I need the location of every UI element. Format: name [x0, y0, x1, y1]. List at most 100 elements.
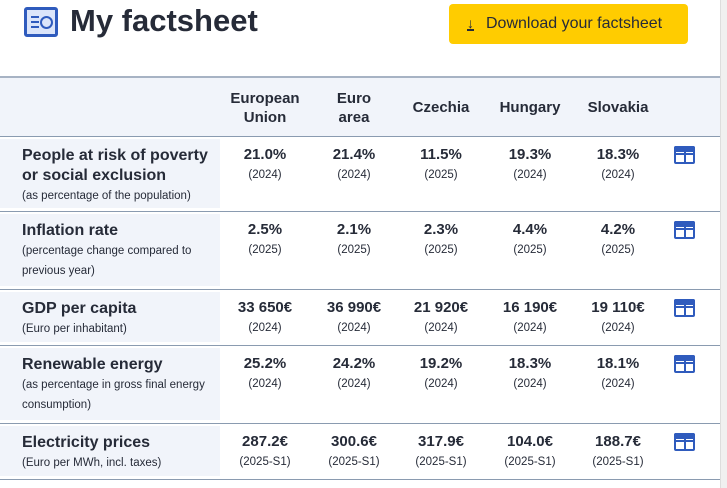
value: 4.4%	[512, 221, 548, 238]
value-cell: 21.4% (2024)	[314, 137, 394, 181]
value: 18.3%	[596, 146, 640, 163]
value-cell: 33 650€ (2024)	[225, 290, 305, 334]
factsheet-logo-icon	[24, 7, 58, 37]
value-cell: 104.0€ (2025-S1)	[490, 424, 570, 468]
reference-year: (2024)	[248, 322, 282, 334]
column-header: Hungary	[499, 99, 561, 116]
value: 104.0€	[507, 433, 553, 450]
reference-year: (2025)	[601, 244, 635, 256]
value-cell: 19.2% (2024)	[401, 346, 481, 390]
value: 33 650€	[237, 299, 293, 316]
scrollbar[interactable]	[720, 0, 727, 488]
value-cell: 25.2% (2024)	[225, 346, 305, 390]
indicator-label: Renewable energy (as percentage in gross…	[0, 348, 220, 420]
reference-year: (2024)	[337, 378, 371, 390]
reference-year: (2024)	[513, 322, 547, 334]
value-cell: 2.1% (2025)	[314, 212, 394, 256]
value-cell: 4.4% (2025)	[490, 212, 570, 256]
value-cell: 16 190€ (2024)	[490, 290, 570, 334]
value: 36 990€	[326, 299, 382, 316]
indicator-label: GDP per capita (Euro per inhabitant)	[0, 292, 220, 342]
indicator-unit: (as percentage in gross final energy con…	[22, 379, 205, 411]
value-cell: 188.7€ (2025-S1)	[578, 424, 658, 468]
value: 4.2%	[600, 221, 636, 238]
indicator-unit: (percentage change compared to previous …	[22, 245, 192, 277]
value: 19 110€	[591, 299, 645, 316]
column-header: Euro area	[336, 89, 372, 126]
indicator-unit: (Euro per MWh, incl. taxes)	[22, 457, 162, 469]
indicator-name[interactable]: Inflation rate	[22, 222, 119, 239]
value: 2.1%	[336, 221, 372, 238]
table-view-icon[interactable]	[674, 433, 695, 451]
page-title: My factsheet	[70, 3, 258, 38]
reference-year: (2024)	[424, 378, 458, 390]
value-cell: 18.3% (2024)	[490, 346, 570, 390]
table-row: Electricity prices (Euro per MWh, incl. …	[0, 424, 720, 480]
reference-year: (2025-S1)	[415, 456, 467, 468]
value-cell: 19 110€ (2024)	[578, 290, 658, 334]
reference-year: (2024)	[601, 169, 635, 181]
value: 18.1%	[596, 355, 640, 372]
value: 2.5%	[247, 221, 283, 238]
column-header: European Union	[230, 89, 300, 126]
reference-year: (2025)	[424, 169, 458, 181]
download-icon: ↓	[467, 14, 474, 31]
indicator-unit: (as percentage of the population)	[22, 190, 191, 202]
indicator-name[interactable]: People at risk of poverty or social excl…	[22, 147, 208, 184]
value-cell: 4.2% (2025)	[578, 212, 658, 256]
value-cell: 2.3% (2025)	[401, 212, 481, 256]
download-factsheet-button[interactable]: ↓ Download your factsheet	[449, 4, 688, 44]
table-row: Renewable energy (as percentage in gross…	[0, 346, 720, 424]
value-cell: 19.3% (2024)	[490, 137, 570, 181]
indicator-name[interactable]: GDP per capita	[22, 300, 137, 317]
value: 21.4%	[332, 146, 376, 163]
reference-year: (2025)	[248, 244, 282, 256]
reference-year: (2025)	[424, 244, 458, 256]
value-cell: 317.9€ (2025-S1)	[401, 424, 481, 468]
value: 19.3%	[508, 146, 552, 163]
indicator-label: People at risk of poverty or social excl…	[0, 139, 220, 208]
indicator-label: Inflation rate (percentage change compar…	[0, 214, 220, 286]
value: 16 190€	[502, 299, 558, 316]
reference-year: (2024)	[513, 378, 547, 390]
table-view-icon[interactable]	[674, 299, 695, 317]
reference-year: (2025-S1)	[239, 456, 291, 468]
table-view-icon[interactable]	[674, 146, 695, 164]
reference-year: (2024)	[424, 322, 458, 334]
indicator-label: Electricity prices (Euro per MWh, incl. …	[0, 426, 220, 476]
reference-year: (2024)	[601, 322, 635, 334]
value: 21.0%	[243, 146, 287, 163]
value: 2.3%	[423, 221, 459, 238]
value-cell: 2.5% (2025)	[225, 212, 305, 256]
value: 25.2%	[243, 355, 287, 372]
reference-year: (2024)	[513, 169, 547, 181]
value-cell: 287.2€ (2025-S1)	[225, 424, 305, 468]
value: 317.9€	[418, 433, 464, 450]
value-cell: 21 920€ (2024)	[401, 290, 481, 334]
value-cell: 18.3% (2024)	[578, 137, 658, 181]
reference-year: (2025-S1)	[504, 456, 556, 468]
reference-year: (2024)	[337, 169, 371, 181]
value-cell: 18.1% (2024)	[578, 346, 658, 390]
value: 300.6€	[331, 433, 377, 450]
value: 11.5%	[420, 146, 462, 163]
table-row: People at risk of poverty or social excl…	[0, 137, 720, 212]
value: 24.2%	[332, 355, 376, 372]
value-cell: 300.6€ (2025-S1)	[314, 424, 394, 468]
indicator-name[interactable]: Electricity prices	[22, 434, 151, 451]
download-label: Download your factsheet	[486, 15, 663, 32]
table-row: GDP per capita (Euro per inhabitant) 33 …	[0, 290, 720, 346]
value: 19.2%	[419, 355, 463, 372]
reference-year: (2025)	[337, 244, 371, 256]
reference-year: (2024)	[248, 169, 282, 181]
indicator-unit: (Euro per inhabitant)	[22, 323, 127, 335]
value: 287.2€	[242, 433, 288, 450]
table-view-icon[interactable]	[674, 355, 695, 373]
reference-year: (2025-S1)	[592, 456, 644, 468]
reference-year: (2025)	[513, 244, 547, 256]
indicator-name[interactable]: Renewable energy	[22, 356, 163, 373]
table-view-icon[interactable]	[674, 221, 695, 239]
reference-year: (2024)	[248, 378, 282, 390]
value-cell: 11.5% (2025)	[401, 137, 481, 181]
value: 18.3%	[508, 355, 552, 372]
